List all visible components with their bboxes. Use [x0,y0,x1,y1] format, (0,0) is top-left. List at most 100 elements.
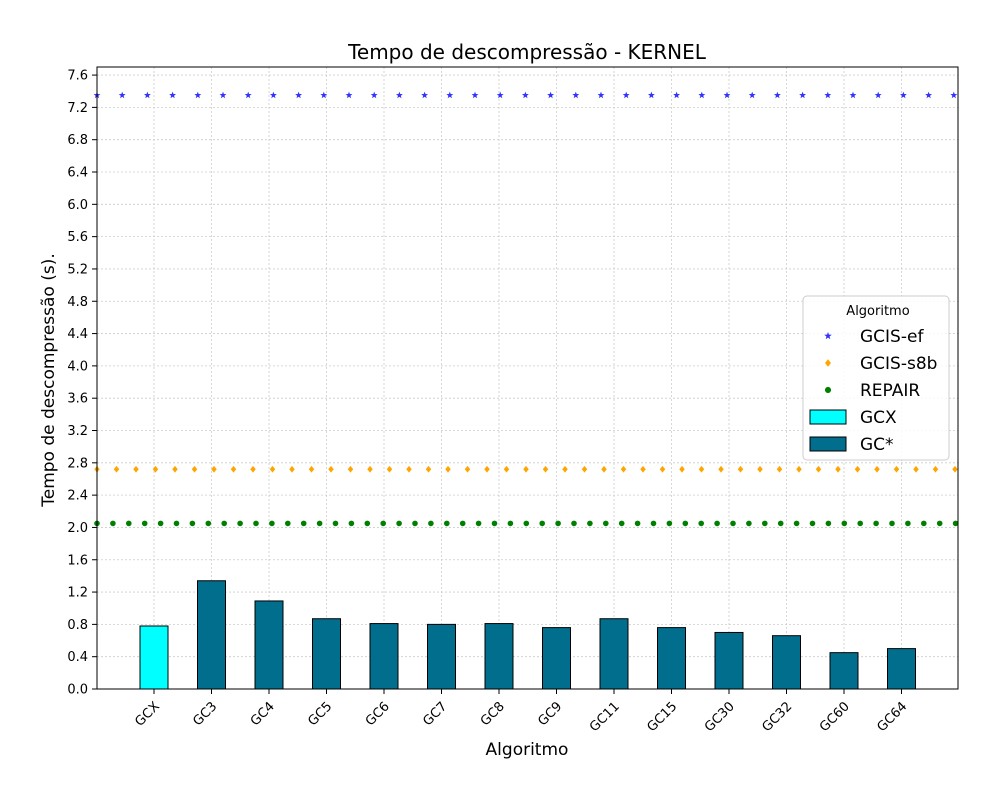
diamond-marker [698,465,705,473]
diamond-marker [445,465,451,473]
star-marker [597,91,605,99]
x-tick-label: GC60 [817,699,853,735]
reference-series [93,91,959,527]
plot-frame [96,66,959,690]
circle-marker [762,520,768,527]
x-tick-label: GC6 [363,699,393,729]
x-tick-label: GCX [132,699,163,730]
x-tick-label: GC30 [702,699,738,735]
star-marker [320,91,328,99]
star-marker [521,91,529,99]
circle-marker [824,386,832,394]
reference-gcis-ef [93,91,958,99]
circle-marker [428,520,434,527]
circle-marker [475,520,482,527]
reference-repair [94,520,959,527]
circle-marker [253,520,259,527]
x-tick-label: GC11 [587,699,623,735]
bar-gc6 [369,623,399,690]
y-tick-label: 7.6 [67,69,88,84]
circle-marker [618,520,625,527]
diamond-marker [659,465,666,473]
y-tick-label: 0.0 [67,683,88,698]
circle-marker [793,520,800,527]
y-tick-label: 6.8 [67,133,88,148]
diamond-marker [815,465,822,473]
x-tick-label: GC15 [644,699,680,735]
reference-gcis-s8b [94,465,958,473]
diamond-marker [425,465,432,473]
diamond-marker [347,465,354,473]
diamond-marker [230,465,237,473]
bar-gc9 [542,627,571,690]
bar-gc60 [829,652,859,690]
legend-swatch [809,409,847,425]
circle-marker [491,520,498,527]
circle-marker [650,520,657,527]
y-tick-label: 1.6 [67,553,88,568]
circle-marker [936,520,943,527]
diamond-marker [152,465,159,473]
diamond-marker [172,465,178,473]
star-marker [370,91,378,99]
bar-gc4 [254,600,284,690]
circle-marker [873,520,879,527]
star-marker [824,332,832,340]
x-tick-label: GC32 [759,699,795,735]
y-tick-label: 2.0 [67,521,88,536]
bar-gc15 [657,627,686,690]
y-tick-label: 1.2 [67,586,88,601]
circle-marker [555,520,561,527]
circle-marker [603,520,609,527]
star-marker [395,91,403,99]
star-marker [345,91,353,99]
diamond-marker [601,465,607,473]
y-axis-label: Tempo de descompressão (s). [39,253,59,508]
diamond-marker [113,465,120,473]
star-marker [748,91,756,99]
circle-marker [539,520,545,527]
circle-marker [126,520,132,527]
x-axis-label: Algoritmo [486,740,569,760]
circle-marker [889,520,895,527]
x-tick-label: GC4 [248,699,278,729]
circle-marker [841,520,848,527]
bar-gc11 [599,618,629,690]
circle-marker [300,520,307,527]
y-tick-label: 3.2 [67,424,88,439]
diamond-marker [289,465,295,473]
star-marker [244,91,252,99]
star-marker [295,91,303,99]
diamond-marker [932,465,939,473]
diamond-marker [542,465,549,473]
legend-label-bar: GCX [860,408,897,428]
circle-marker [507,520,514,527]
star-marker [471,91,479,99]
diamond-marker [581,465,588,473]
y-tick-label: 7.2 [67,101,88,116]
diamond-marker [562,465,568,473]
star-marker [622,91,630,99]
diamond-marker [825,359,831,367]
circle-marker [110,520,116,527]
legend-label-gcis-ef: GCIS-ef [860,327,924,347]
circle-marker [634,520,641,527]
y-tick-label: 4.4 [67,327,88,342]
circle-marker [571,520,577,527]
star-marker [773,91,781,99]
star-marker [446,91,454,99]
diamond-marker [464,465,471,473]
y-tick-label: 2.4 [67,489,88,504]
diamond-marker [835,465,841,473]
diamond-marker [133,465,139,473]
circle-marker [459,520,466,527]
diamond-marker [367,465,373,473]
circle-marker [332,520,339,527]
y-tick-label: 3.6 [67,392,88,407]
legend: Algoritmo GCIS-ef GCIS-s8b REPAIR GCX GC* [802,295,950,461]
bar-gc32 [772,635,801,690]
x-tick-label: GC8 [478,699,508,729]
y-tick-label: 6.0 [67,198,88,213]
bar-gc64 [887,648,916,690]
